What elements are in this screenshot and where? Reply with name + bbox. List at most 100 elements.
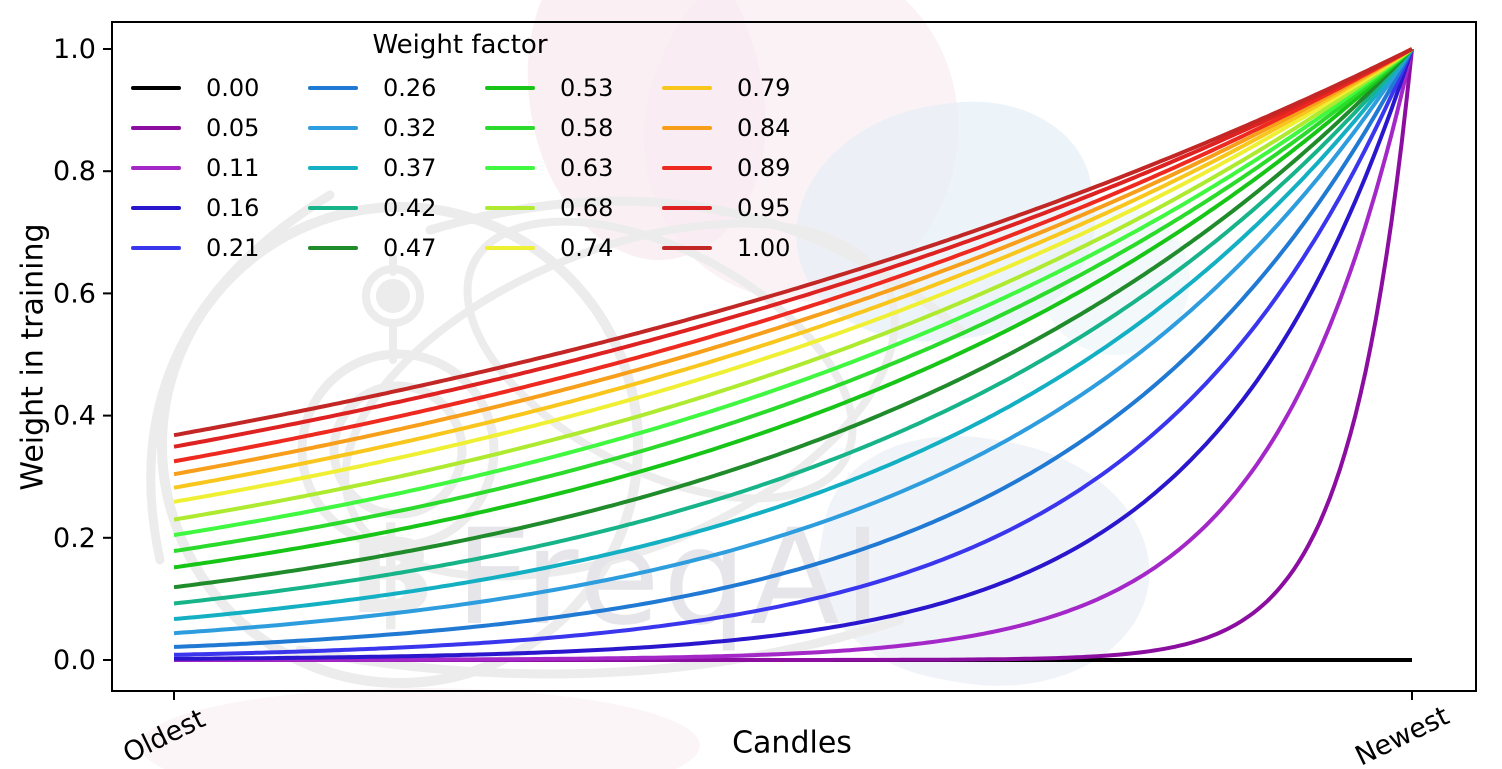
legend-grid: 0.00 0.05 0.11 0.16 0.21 0.26 0.32 0.37 0.42 0.47… (131, 68, 839, 268)
legend-line-swatch (662, 206, 712, 210)
legend-entry-0.32: 0.32 (308, 116, 485, 140)
legend-line-swatch (131, 126, 181, 130)
legend-line-swatch (131, 166, 181, 170)
legend-line-swatch (485, 166, 535, 170)
curve-weight-factor-0.74 (173, 47, 1414, 504)
legend-line-swatch (485, 126, 535, 130)
curve-weight-factor-0.21 (173, 48, 1414, 657)
legend-label: 0.74 (560, 234, 614, 262)
legend-label: 0.68 (560, 194, 614, 222)
legend-line-swatch (485, 246, 535, 250)
legend-entry-0.79: 0.79 (662, 76, 839, 100)
y-tick-label-1.0: 1.0 (53, 34, 96, 65)
legend-line-swatch (308, 166, 358, 170)
legend-entry-0.05: 0.05 (131, 116, 308, 140)
legend-label: 0.84 (737, 114, 791, 142)
legend-line-swatch (131, 86, 181, 90)
legend-entry-0.21: 0.21 (131, 236, 308, 260)
legend-label: 0.16 (206, 194, 260, 222)
curve-weight-factor-1.00 (173, 47, 1413, 438)
legend-line-swatch (308, 86, 358, 90)
curve-weight-factor-0.37 (173, 47, 1414, 621)
y-tick-label-0.4: 0.4 (53, 401, 96, 432)
legend-entry-0.11: 0.11 (131, 156, 308, 180)
legend-label: 0.05 (206, 114, 260, 142)
legend-line-swatch (131, 206, 181, 210)
legend-label: 0.26 (383, 74, 437, 102)
legend-label: 0.42 (383, 194, 437, 222)
curve-weight-factor-0.42 (173, 47, 1414, 606)
legend-entry-0.89: 0.89 (662, 156, 839, 180)
logo-wing-ellipse-2 (463, 217, 857, 503)
curve-weight-factor-0.95 (173, 47, 1413, 449)
y-axis-label: Weight in training (15, 223, 51, 491)
curve-weight-factor-0.16 (174, 48, 1414, 661)
legend-label: 0.21 (206, 234, 260, 262)
legend-entry-0.47: 0.47 (308, 236, 485, 260)
legend-entry-0.37: 0.37 (308, 156, 485, 180)
legend-line-swatch (485, 206, 535, 210)
curve-weight-factor-0.58 (173, 47, 1414, 553)
curve-weight-factor-0.47 (173, 47, 1414, 590)
legend-line-swatch (662, 166, 712, 170)
legend-label: 0.37 (383, 154, 437, 182)
legend-entry-0.16: 0.16 (131, 196, 308, 220)
legend-label: 0.47 (383, 234, 437, 262)
curve-weight-factor-0.53 (173, 47, 1414, 570)
legend-line-swatch (308, 246, 358, 250)
legend-label: 0.58 (560, 114, 614, 142)
curve-weight-factor-0.63 (173, 47, 1414, 538)
curve-weight-factor-0.11 (174, 48, 1414, 662)
legend-line-swatch (662, 246, 712, 250)
legend-entry-0.84: 0.84 (662, 116, 839, 140)
legend-label: 1.00 (737, 234, 791, 262)
legend-entry-0.63: 0.63 (485, 156, 662, 180)
logo-dial-inner-circle (329, 381, 467, 519)
logo-tail-arc (295, 615, 905, 679)
legend-entry-0.58: 0.58 (485, 116, 662, 140)
curve-weight-factor-0.26 (173, 48, 1414, 649)
x-axis-label: Candles (732, 725, 852, 761)
curve-weight-factor-0.89 (173, 47, 1413, 464)
y-tick-label-0.8: 0.8 (53, 156, 96, 187)
legend-line-swatch (308, 206, 358, 210)
legend-entry-0.00: 0.00 (131, 76, 308, 100)
legend-entry-0.95: 0.95 (662, 196, 839, 220)
legend-line-swatch (485, 86, 535, 90)
y-tick-label-0.2: 0.2 (53, 523, 96, 554)
legend-line-swatch (308, 126, 358, 130)
legend-label: 0.79 (737, 74, 791, 102)
legend-label: 0.63 (560, 154, 614, 182)
x-tick-label-newest: Newest (1350, 700, 1454, 769)
legend-entry-0.42: 0.42 (308, 196, 485, 220)
logo-outer-circle (157, 202, 643, 688)
legend-label: 0.89 (737, 154, 791, 182)
legend-entry-0.53: 0.53 (485, 76, 662, 100)
y-tick-label-0.6: 0.6 (53, 278, 96, 309)
y-tick-label-0.0: 0.0 (53, 645, 96, 676)
legend-title: Weight factor (372, 30, 548, 60)
legend-label: 0.95 (737, 194, 791, 222)
curve-weight-factor-0.32 (173, 47, 1414, 636)
legend-label: 0.32 (383, 114, 437, 142)
legend-entry-0.26: 0.26 (308, 76, 485, 100)
legend: Weight factor 0.00 0.05 0.11 0.16 0.21 0.26 0.… (131, 30, 839, 268)
legend-label: 0.11 (206, 154, 260, 182)
curve-weight-factor-0.68 (173, 47, 1414, 522)
curve-weight-factor-0.79 (173, 47, 1414, 490)
x-tick-label-oldest: Oldest (118, 703, 210, 769)
legend-line-swatch (662, 126, 712, 130)
legend-entry-0.74: 0.74 (485, 236, 662, 260)
legend-line-swatch (662, 86, 712, 90)
axes-spines (111, 21, 1477, 692)
legend-entry-1.00: 1.00 (662, 236, 839, 260)
logo-left-wing-arc (146, 190, 335, 565)
curve-weight-factor-0.84 (173, 47, 1413, 477)
logo-crown-knob (376, 279, 410, 313)
logo-right-wing-arc (425, 196, 965, 335)
legend-line-swatch (131, 246, 181, 250)
legend-label: 0.53 (560, 74, 614, 102)
legend-entry-0.68: 0.68 (485, 196, 662, 220)
